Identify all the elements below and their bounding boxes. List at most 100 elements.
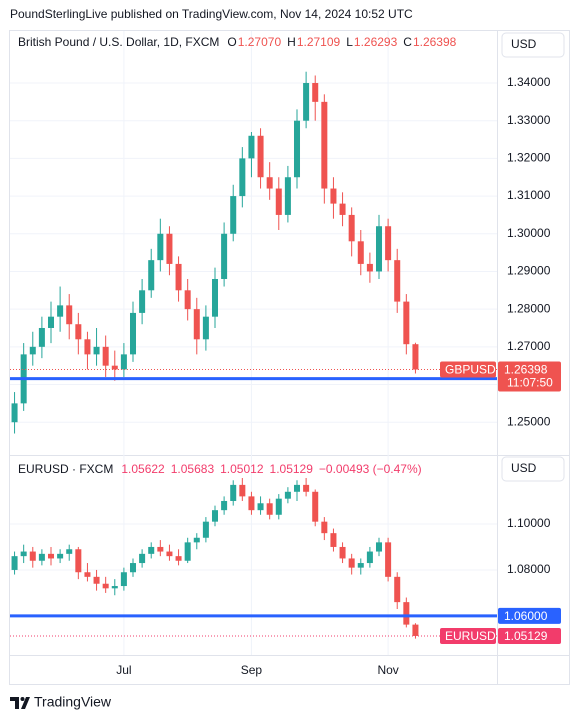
candle-body — [385, 226, 392, 261]
legend-value: 1.05012 — [220, 462, 264, 476]
y-tick-label: 1.33000 — [507, 113, 551, 127]
legend-value: 1.05683 — [171, 462, 215, 476]
candle-body — [375, 226, 383, 272]
candle-body — [93, 576, 100, 584]
candle-body — [330, 188, 337, 204]
x-tick-label: Nov — [377, 663, 398, 677]
publish-header: PoundSterlingLive published on TradingVi… — [10, 7, 413, 21]
candle-body — [57, 553, 64, 559]
candle-body — [47, 316, 55, 328]
candle-body — [193, 537, 200, 543]
candle-body — [57, 305, 64, 317]
candle-body — [111, 365, 118, 370]
candle-body — [102, 346, 109, 366]
candle-body — [239, 484, 246, 497]
candle-body — [11, 556, 18, 570]
candle-body — [166, 233, 173, 264]
last-price-tag — [498, 627, 561, 644]
candle-body — [47, 553, 55, 559]
candle-body — [257, 503, 264, 511]
candle-body — [75, 324, 82, 340]
candle-body — [275, 498, 282, 515]
x-tick-label: Sep — [241, 663, 263, 677]
symbol-tag — [440, 627, 496, 644]
candle-body — [412, 624, 419, 636]
candle-body — [357, 241, 364, 264]
candle-body — [29, 551, 36, 561]
candle-body — [102, 583, 109, 589]
candle-body — [166, 551, 173, 557]
candle-body — [84, 572, 91, 577]
chart-frame — [9, 30, 570, 685]
candle-body — [221, 233, 228, 279]
candle-body — [221, 500, 228, 511]
last-price-label: 1.05129 — [504, 629, 548, 643]
legend-change: −0.00493 (−0.47%) — [319, 462, 422, 476]
candle-body — [230, 196, 237, 234]
countdown-label: 11:07:50 — [507, 376, 553, 390]
candle-body — [284, 491, 291, 499]
candle-body — [303, 484, 310, 492]
candle-body — [230, 484, 237, 501]
candle-body — [357, 563, 364, 568]
candle-body — [202, 316, 209, 340]
y-tick-label: 1.30000 — [507, 226, 551, 240]
candle-body — [275, 188, 282, 215]
candle-body — [157, 546, 164, 552]
candle-body — [266, 503, 273, 515]
currency-label: USD — [511, 37, 537, 51]
candle-body — [148, 260, 155, 291]
candle-body — [66, 549, 73, 554]
candle-body — [193, 309, 200, 340]
candle-body — [248, 496, 255, 511]
candle-body — [175, 263, 182, 291]
candle-body — [175, 556, 182, 561]
candle-body — [339, 203, 346, 215]
candle-body — [412, 344, 419, 370]
y-tick-label: 1.32000 — [507, 151, 551, 165]
legend-value: 1.27070 — [238, 35, 282, 49]
candle-body — [184, 290, 191, 310]
y-tick-label: 1.10000 — [507, 516, 551, 530]
candle-body — [257, 135, 264, 178]
legend-value: 1.27109 — [297, 35, 341, 49]
candle-body — [66, 305, 73, 325]
candle-body — [403, 301, 410, 345]
y-tick-label: 1.34000 — [507, 75, 551, 89]
horizontal-line-tag — [498, 607, 561, 624]
candle-body — [211, 510, 219, 522]
candle-body — [348, 214, 355, 242]
candle-body — [303, 83, 310, 121]
candle-body — [148, 546, 155, 554]
candle-body — [394, 260, 401, 302]
candle-body — [11, 403, 18, 423]
candle-body — [348, 558, 355, 568]
currency-button — [501, 456, 565, 482]
candle-body — [239, 158, 246, 197]
candle-body — [120, 572, 127, 587]
horizontal-line-label: 1.06000 — [504, 609, 548, 623]
candle-body — [184, 542, 191, 561]
y-tick-label: 1.28000 — [507, 301, 551, 315]
candle-body — [139, 553, 146, 564]
candle-body — [202, 521, 209, 538]
candle-body — [129, 312, 137, 355]
y-tick-label: 1.25000 — [507, 414, 551, 428]
candle-body — [385, 542, 392, 577]
legend-key: O — [227, 35, 236, 49]
pane: 1.08000 1.10000 1.06000 EURUSD 1.05129 EURUSD… — [10, 455, 569, 655]
y-tick-label: 1.08000 — [507, 562, 551, 576]
candle-body — [93, 346, 100, 355]
candle-body — [330, 533, 337, 547]
legend-key: H — [287, 35, 296, 49]
candle-body — [111, 586, 118, 589]
candle-body — [139, 290, 146, 313]
candle-body — [29, 346, 36, 355]
footer-brand: TradingView — [34, 694, 112, 710]
symbol-tag-label: GBPUSD — [445, 363, 496, 377]
candle-body — [321, 521, 328, 534]
candle-body — [293, 484, 301, 492]
pane: 1.250001.260001.270001.280001.290001.300… — [10, 31, 569, 455]
x-tick-label: Jul — [116, 663, 131, 677]
